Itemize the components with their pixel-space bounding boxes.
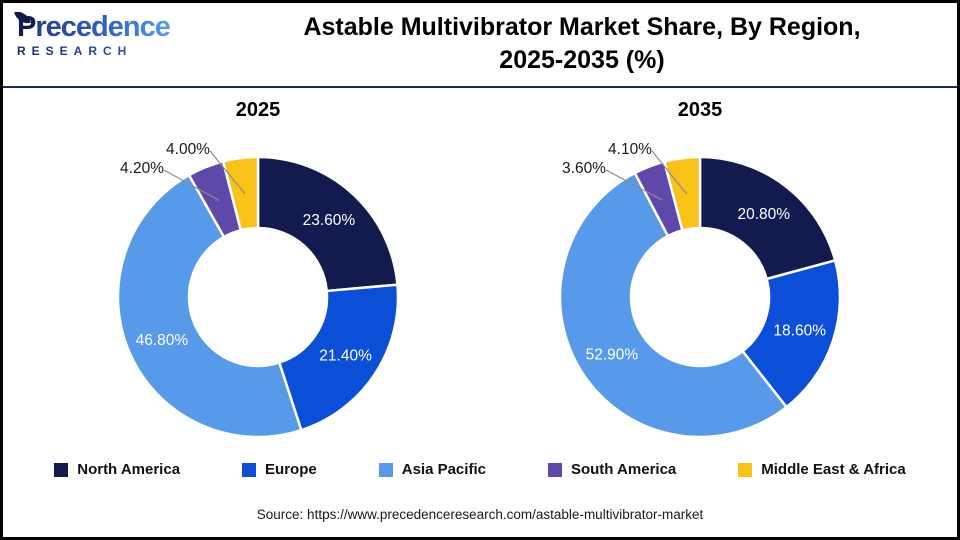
donut-slice-north-america xyxy=(698,155,837,281)
source-text: Source: https://www.precedenceresearch.c… xyxy=(256,507,704,522)
legend-swatch-asia-pacific xyxy=(378,462,393,477)
chart-title-2025: 2025 xyxy=(235,99,281,121)
slice-label-inside: 23.60% xyxy=(303,212,356,229)
donut-slice-asia-pacific xyxy=(116,173,303,439)
slice-label-outside: 4.00% xyxy=(166,141,210,158)
donut-slice-north-america xyxy=(256,155,399,293)
legend-item-asia-pacific: Asia Pacific xyxy=(378,461,486,478)
legend-label: Europe xyxy=(265,461,317,478)
slice-label-inside: 20.80% xyxy=(738,206,791,223)
brand-name-rest: recedence xyxy=(35,11,170,43)
legend-label: Middle East & Africa xyxy=(761,461,906,478)
donut-slice-europe xyxy=(741,259,842,409)
legend-item-south-america: South America xyxy=(547,461,677,478)
header: Precedence RESEARCH Astable Multivibrato… xyxy=(3,3,957,88)
page-title: Astable Multivibrator Market Share, By R… xyxy=(207,3,957,77)
label-leader-line xyxy=(651,150,688,195)
page-title-line2: 2025-2035 (%) xyxy=(499,46,665,74)
donut-chart-2025: 23.60% 21.40% 46.80% 4.20%4.00% xyxy=(116,141,400,439)
donut-slice-middle-east-africa xyxy=(221,155,260,232)
legend-label: South America xyxy=(570,461,677,478)
slice-label-inside: 52.90% xyxy=(586,347,639,364)
page-title-line1: Astable Multivibrator Market Share, By R… xyxy=(303,13,861,41)
legend-item-middle-east-africa: Middle East & Africa xyxy=(738,461,906,478)
donut-slice-europe xyxy=(278,283,400,432)
legend-label: Asia Pacific xyxy=(401,461,486,478)
legend-swatch-north-america xyxy=(54,462,69,477)
brand-logo: Precedence RESEARCH xyxy=(3,3,207,58)
legend-swatch-south-america xyxy=(547,462,562,477)
label-leader-line xyxy=(605,169,663,201)
label-leader-line xyxy=(163,169,220,202)
legend-swatch-middle-east-africa xyxy=(738,462,753,477)
donut-slice-middle-east-africa xyxy=(663,155,702,232)
label-leader-line xyxy=(209,150,246,195)
slice-label-outside: 3.60% xyxy=(562,160,606,177)
legend: North America Europe Asia Pacific South … xyxy=(3,461,957,478)
donut-chart-2035: 20.80% 18.60% 52.90% 3.60%4.10% xyxy=(558,141,842,439)
legend-swatch-europe xyxy=(242,462,257,477)
slice-label-inside: 18.60% xyxy=(773,323,826,340)
slice-label-outside: 4.10% xyxy=(608,141,652,158)
slice-label-inside: 21.40% xyxy=(319,347,372,364)
legend-label: North America xyxy=(77,461,181,478)
legend-item-north-america: North America xyxy=(54,461,180,478)
slice-label-inside: 46.80% xyxy=(136,332,189,349)
legend-item-europe: Europe xyxy=(242,461,317,478)
donut-slice-asia-pacific xyxy=(558,171,788,439)
chart-title-2035: 2035 xyxy=(677,99,723,121)
slice-label-outside: 4.20% xyxy=(120,160,164,177)
brand-subtitle: RESEARCH xyxy=(17,44,207,58)
brand-name: Precedence xyxy=(17,12,207,43)
